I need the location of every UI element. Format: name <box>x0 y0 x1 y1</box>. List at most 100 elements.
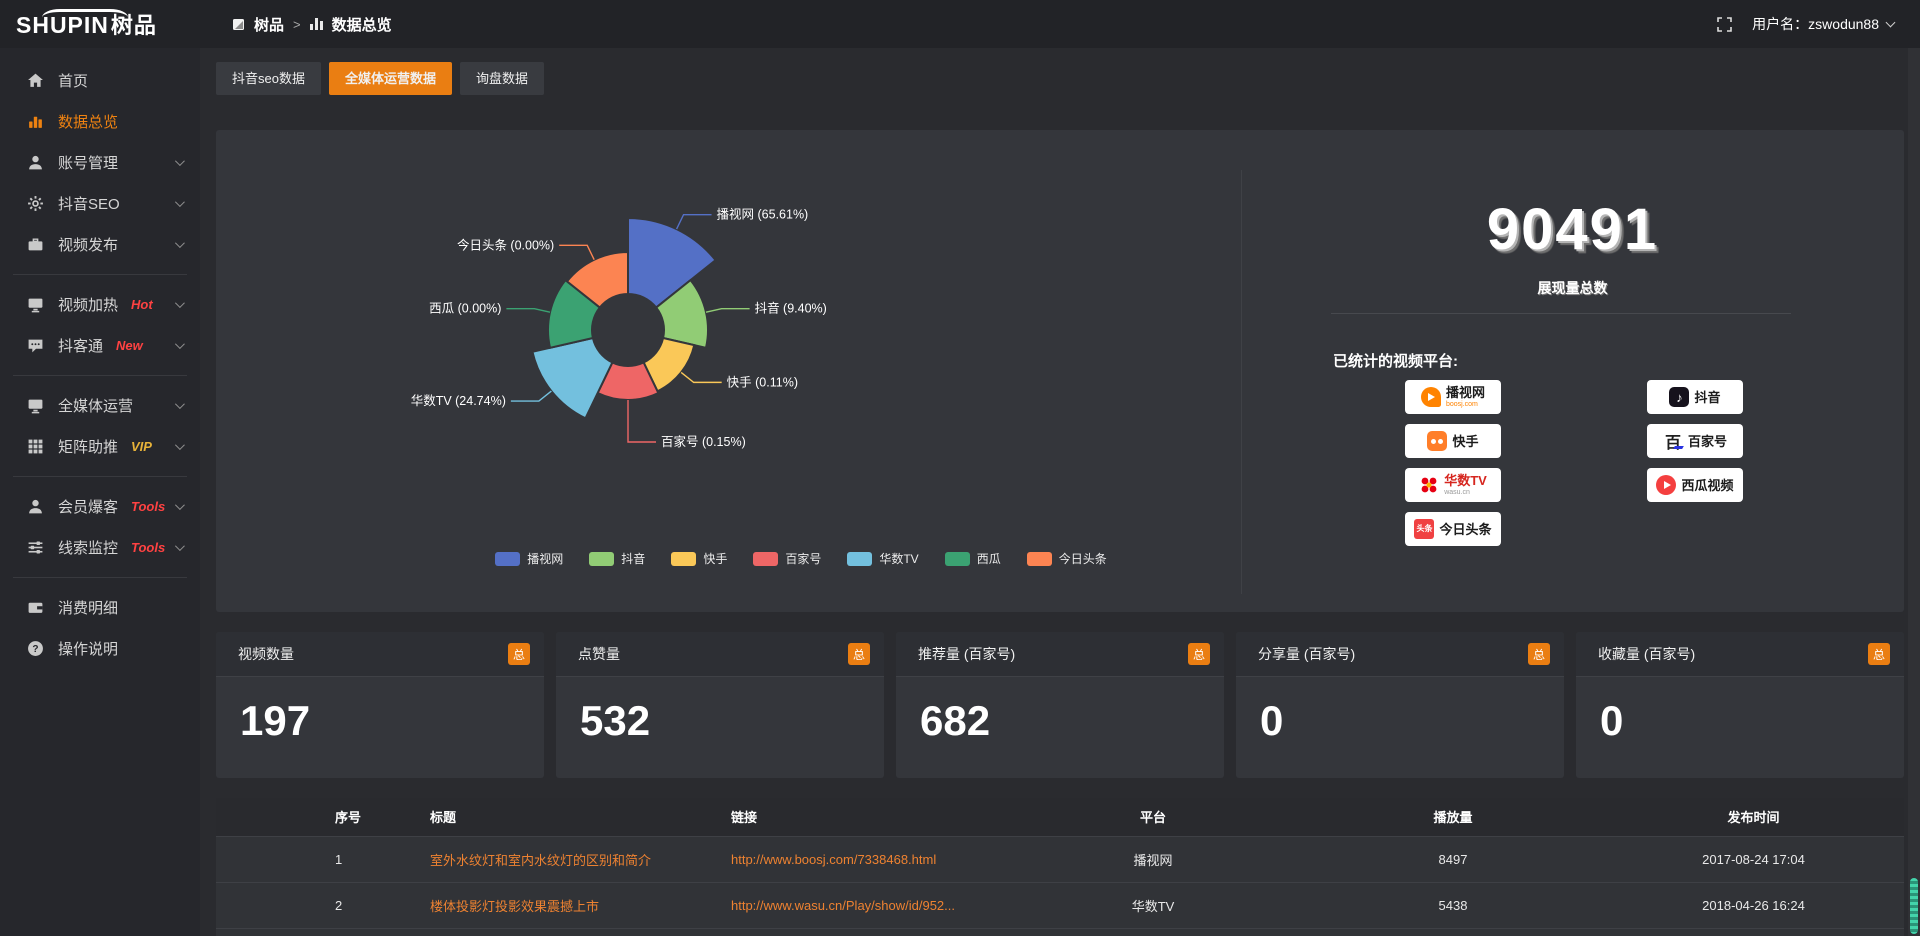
pie-slice-西瓜[interactable] <box>547 278 602 349</box>
legend-swatch <box>1026 551 1052 566</box>
stat-card-title: 推荐量 (百家号) <box>918 646 1016 662</box>
rose-pie-chart[interactable]: 播视网 (65.61%) 抖音 (9.40%) 快手 (0.11%) 百家号 (0.1… <box>396 160 876 500</box>
kuaishou-logo-icon <box>1427 431 1448 451</box>
sidebar-divider <box>13 274 187 275</box>
legend-label: 西瓜 <box>976 552 1001 566</box>
breadcrumb-root[interactable]: 树品 <box>254 16 285 34</box>
cell-title-link[interactable]: 楼体投影灯投影效果震撼上市 <box>430 898 600 914</box>
summary-divider <box>1331 313 1791 314</box>
legend-item-百家号[interactable]: 百家号 <box>753 550 821 567</box>
breadcrumb-separator: > <box>293 16 301 32</box>
legend-item-华数TV[interactable]: 华数TV <box>847 550 919 567</box>
platform-badges-right: ♪ 抖音 百 百家号 西瓜视频 <box>1647 380 1743 502</box>
legend-item-西瓜[interactable]: 西瓜 <box>944 550 1001 567</box>
pie-slice-百家号[interactable] <box>596 361 660 401</box>
sidebar-item-首页[interactable]: 首页 <box>0 60 200 101</box>
tab-询盘数据[interactable]: 询盘数据 <box>459 62 544 95</box>
scrollbar-track[interactable] <box>1908 48 1920 936</box>
legend-item-快手[interactable]: 快手 <box>671 550 727 567</box>
cell-plays: 8497 <box>1303 835 1603 882</box>
chevron-down-icon <box>174 399 185 410</box>
legend-item-抖音[interactable]: 抖音 <box>589 550 645 567</box>
pie-slice-抖音[interactable] <box>654 278 709 349</box>
legend-item-今日头条[interactable]: 今日头条 <box>1026 550 1107 567</box>
stat-card-视频数量: 视频数量 总 197 <box>216 632 544 778</box>
home-icon <box>26 72 44 90</box>
sidebar-item-矩阵助推[interactable]: 矩阵助推 VIP <box>0 426 200 467</box>
cell-url-link[interactable]: http://www.wasu.cn/Play/show/id/952... <box>731 897 955 913</box>
cell-url-link[interactable]: http://www.boosj.com/7338468.html <box>731 851 937 867</box>
header-链接: 链接 <box>715 798 1003 836</box>
sidebar-item-全媒体运营[interactable]: 全媒体运营 <box>0 385 200 426</box>
legend-item-播视网[interactable]: 播视网 <box>495 550 563 567</box>
stat-cards-row: 视频数量 总 197 点赞量 总 532 推荐量 (百家号) 总 682 分享量… <box>216 632 1904 778</box>
sidebar-item-会员爆客[interactable]: 会员爆客 Tools <box>0 486 200 527</box>
user-icon <box>26 154 44 172</box>
stat-card-value: 0 <box>1600 697 1624 744</box>
platform-badge-name: 华数TV <box>1444 473 1487 488</box>
stat-card-点赞量: 点赞量 总 532 <box>556 632 884 778</box>
sidebar-divider <box>13 375 187 376</box>
legend-label: 百家号 <box>785 552 822 566</box>
pie-label-百家号: 百家号 (0.15%) <box>661 434 746 449</box>
legend-swatch <box>944 551 970 566</box>
wallet-icon <box>26 599 44 617</box>
stat-card-value: 532 <box>580 697 651 744</box>
pie-label-今日头条: 今日头条 (0.00%) <box>457 237 554 252</box>
table-row-partial <box>216 927 1904 936</box>
tab-抖音seo数据[interactable]: 抖音seo数据 <box>216 62 321 95</box>
toutiao-logo-icon: 头条 <box>1414 519 1435 539</box>
pie-slice-今日头条[interactable] <box>565 250 629 309</box>
table-row: 1 室外水纹灯和室内水纹灯的区别和简介 http://www.boosj.com… <box>216 835 1904 882</box>
total-badge: 总 <box>1528 643 1550 665</box>
pie-legend: 播视网 抖音 快手 百家号 华数TV 西瓜 今日头条 <box>336 550 1266 567</box>
cell-no: 2 <box>319 881 414 928</box>
header-序号: 序号 <box>319 798 414 836</box>
sidebar-item-操作说明[interactable]: ? 操作说明 <box>0 628 200 669</box>
xigua-logo-icon <box>1656 475 1677 495</box>
cell-platform: 播视网 <box>1003 835 1303 882</box>
legend-swatch <box>671 551 697 566</box>
legend-swatch <box>753 551 779 566</box>
pie-leader-line <box>506 307 551 313</box>
sidebar-item-线索监控[interactable]: 线索监控 Tools <box>0 527 200 568</box>
user-menu[interactable]: 用户名：zswodun88 <box>1752 14 1896 34</box>
scrollbar-thumb[interactable] <box>1910 878 1918 934</box>
fullscreen-icon[interactable] <box>1717 16 1732 32</box>
sidebar-divider <box>13 476 187 477</box>
platforms-label: 已统计的视频平台: <box>1333 353 1458 370</box>
grid-icon <box>26 438 44 456</box>
sidebar-item-视频加热[interactable]: 视频加热 Hot <box>0 284 200 325</box>
cell-title-link[interactable]: 室外水纹灯和室内水纹灯的区别和简介 <box>430 852 652 868</box>
videos-table-wrap: 序号 标题 链接 平台 播放量 发布时间 1 室外水纹灯和室内水纹灯的区别和简介 http… <box>216 798 1904 936</box>
username-label: 用户名：zswodun88 <box>1752 16 1879 32</box>
pie-slice-华数TV[interactable] <box>531 336 614 420</box>
legend-label: 快手 <box>703 552 728 566</box>
sidebar-item-数据总览[interactable]: 数据总览 <box>0 101 200 142</box>
tab-全媒体运营数据[interactable]: 全媒体运营数据 <box>328 62 452 95</box>
legend-swatch <box>495 551 521 566</box>
header-平台: 平台 <box>1003 798 1303 836</box>
cell-time: 2018-04-26 16:24 <box>1603 881 1904 928</box>
stat-card-title: 视频数量 <box>238 646 294 662</box>
pie-slice-播视网[interactable] <box>627 216 717 309</box>
table-header-row: 序号 标题 链接 平台 播放量 发布时间 <box>216 798 1904 836</box>
header-checkbox-cell <box>216 798 319 836</box>
platform-badge-name: 今日头条 <box>1439 521 1492 537</box>
summary-section: 90491 展现量总数 已统计的视频平台: 播视网 boosj.com 快手 华… <box>1241 130 1904 612</box>
baijiahao-logo-icon: 百 <box>1663 431 1683 452</box>
stat-card-value: 197 <box>240 697 311 744</box>
sidebar-item-消费明细[interactable]: 消费明细 <box>0 587 200 628</box>
sidebar-item-视频发布[interactable]: 视频发布 <box>0 224 200 265</box>
chevron-down-icon <box>1885 17 1896 27</box>
platform-badge-sub: boosj.com <box>1445 401 1478 408</box>
sidebar-item-tag: VIP <box>131 439 152 454</box>
sidebar-item-账号管理[interactable]: 账号管理 <box>0 142 200 183</box>
chevron-down-icon <box>174 541 185 552</box>
stat-card-value: 682 <box>920 697 991 744</box>
sidebar-item-抖客通[interactable]: 抖客通 New <box>0 325 200 366</box>
sidebar-item-抖音SEO[interactable]: 抖音SEO <box>0 183 200 224</box>
cell-no: 1 <box>319 835 414 882</box>
total-badge: 总 <box>508 643 530 665</box>
pie-leader-line <box>510 390 552 402</box>
